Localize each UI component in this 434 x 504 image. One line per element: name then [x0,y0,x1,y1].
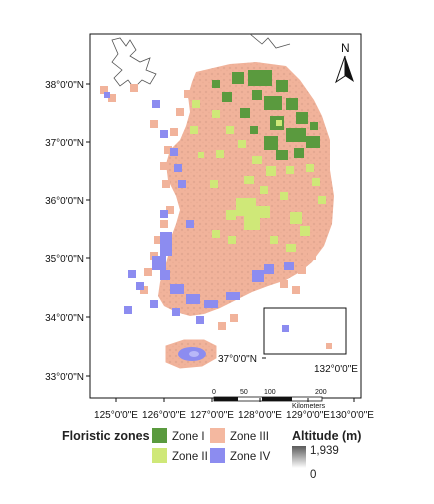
legend-zones: Floristic zones Zone I Zone III Zone II … [62,428,271,463]
jeju-peak [189,351,199,357]
altitude-gradient [292,446,306,468]
zone-iv-area [104,92,294,324]
legend-label-zone-i: Zone I [172,431,205,443]
scale-tick-100: 100 [264,389,276,396]
lat-label-35: 35°0'0"N [45,254,84,265]
coastline-china [111,37,157,89]
lon-label-128: 128°0'0"E [238,410,282,421]
scale-bar: 0 50 100 200 Kilometers [212,389,327,410]
lon-label-126: 126°0'0"E [142,410,186,421]
lat-label-34: 34°0'0"N [45,313,84,324]
scale-unit: Kilometers [292,403,326,410]
legend-altitude: Altitude (m) 1,939 0 [292,429,361,481]
north-arrow-label: N [341,41,350,55]
north-arrow-right [345,56,354,82]
inset-lat-label: 37°0'0"N [218,354,257,365]
lon-label-127: 127°0'0"E [190,410,234,421]
inset-box [263,307,347,355]
scale-bar-seg2 [262,397,292,401]
coastline-north [249,33,291,49]
zone-iii-area [158,62,334,316]
inset-island-dokdo [326,343,332,349]
legend-swatch-zone-iii [210,428,225,443]
legend-swatch-zone-iv [210,448,225,463]
lon-label-130: 130°0'0"E [330,410,374,421]
north-arrow: N [335,41,354,84]
lat-label-38: 38°0'0"N [45,80,84,91]
lon-label-125: 125°0'0"E [94,410,138,421]
legend-label-zone-iv: Zone IV [230,451,271,463]
lat-label-37: 37°0'0"N [45,138,84,149]
legend-altitude-title: Altitude (m) [292,429,361,443]
legend-label-zone-ii: Zone II [172,451,208,463]
scale-tick-0: 0 [212,389,216,396]
altitude-min-label: 0 [310,469,316,481]
scale-tick-200: 200 [315,389,327,396]
lat-label-36: 36°0'0"N [45,196,84,207]
latitude-axis: 38°0'0"N 37°0'0"N 36°0'0"N 35°0'0"N 34°0… [45,80,90,383]
legend-zones-title: Floristic zones [62,429,150,443]
scale-bar-seg1 [214,397,238,401]
inset-lon-label: 132°0'0"E [314,364,358,375]
lon-label-129: 129°0'0"E [286,410,330,421]
legend-swatch-zone-ii [152,448,167,463]
scale-tick-50: 50 [240,389,248,396]
inset-island-ulleung [282,325,289,332]
altitude-max-label: 1,939 [310,445,339,457]
zone-ii-area [190,100,326,252]
legend-label-zone-iii: Zone III [230,431,269,443]
longitude-axis: 125°0'0"E 126°0'0"E 127°0'0"E 128°0'0"E … [94,398,374,421]
legend-swatch-zone-i [152,428,167,443]
lat-label-33: 33°0'0"N [45,372,84,383]
